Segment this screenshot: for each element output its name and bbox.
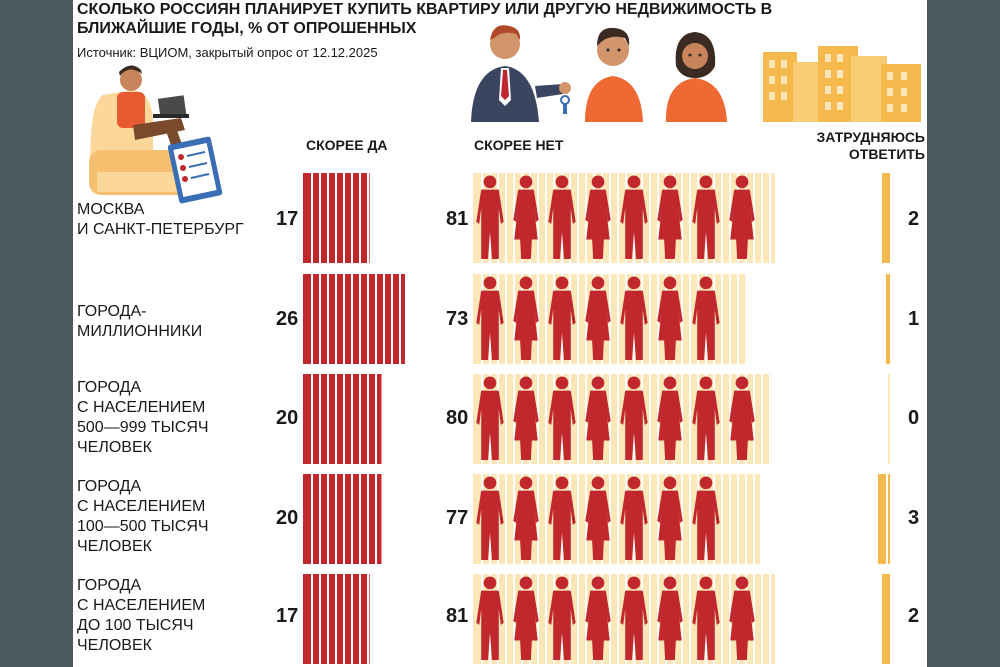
bar-unsure xyxy=(886,274,890,364)
chart-row-3 xyxy=(303,374,890,464)
bar-unsure xyxy=(882,173,890,263)
young-woman-illustration xyxy=(665,32,727,122)
value-unsure-row-2: 1 xyxy=(908,308,920,330)
person-silhouette-icon xyxy=(513,476,539,561)
row-label-under-100k: Города с населением до 100 тысяч человек xyxy=(77,577,206,654)
person-silhouette-icon xyxy=(476,276,504,361)
value-yes-row-5: 17 xyxy=(276,605,299,627)
person-silhouette-icon xyxy=(657,276,683,361)
person-silhouette-icon xyxy=(729,576,755,661)
person-silhouette-icon xyxy=(657,576,683,661)
bar-yes xyxy=(303,474,382,564)
chart-row-5 xyxy=(303,574,890,664)
person-silhouette-icon xyxy=(620,276,648,361)
value-no-row-3: 80 xyxy=(446,407,469,429)
value-yes-row-3: 20 xyxy=(276,407,299,429)
person-silhouette-icon xyxy=(729,175,755,260)
person-silhouette-icon xyxy=(548,576,576,661)
person-silhouette-icon xyxy=(476,576,504,661)
chart-row-1 xyxy=(303,173,890,263)
person-silhouette-icon xyxy=(657,175,683,260)
person-silhouette-icon xyxy=(548,175,576,260)
bar-unsure xyxy=(882,574,890,664)
young-man-illustration xyxy=(585,27,643,122)
bar-chart xyxy=(303,173,890,664)
person-silhouette-icon xyxy=(692,476,720,561)
bar-yes xyxy=(303,274,405,364)
person-silhouette-icon xyxy=(657,376,683,461)
illustrations xyxy=(89,25,921,204)
person-silhouette-icon xyxy=(513,175,539,260)
value-unsure-row-5: 2 xyxy=(908,605,920,627)
bar-unsure xyxy=(878,474,890,564)
bar-unsure xyxy=(888,374,890,464)
value-no-row-5: 81 xyxy=(446,605,469,627)
value-no-row-4: 77 xyxy=(446,507,469,529)
person-silhouette-icon xyxy=(585,175,611,260)
person-silhouette-icon xyxy=(620,376,648,461)
chart-title: Сколько россиян планирует купить квартир… xyxy=(77,1,773,37)
value-yes-row-4: 20 xyxy=(276,507,299,529)
person-silhouette-icon xyxy=(692,175,720,260)
value-no-row-1: 81 xyxy=(446,208,469,230)
row-label-moscow-spb: Москва и Санкт-Петербург xyxy=(77,201,244,238)
column-header-no: СКОРЕЕ НЕТ xyxy=(474,137,564,153)
row-label-million-cities: Города- миллионники xyxy=(77,303,203,340)
person-silhouette-icon xyxy=(476,376,504,461)
realtor-with-keys-illustration xyxy=(471,25,571,122)
value-yes-row-2: 26 xyxy=(276,308,299,330)
buildings-illustration xyxy=(763,46,921,122)
man-with-laptop-illustration xyxy=(89,65,199,195)
person-silhouette-icon xyxy=(476,476,504,561)
infographic-sheet: Сколько россиян планирует купить квартир… xyxy=(73,0,927,667)
person-silhouette-icon xyxy=(729,376,755,461)
person-silhouette-icon xyxy=(513,576,539,661)
person-silhouette-icon xyxy=(657,476,683,561)
person-silhouette-icon xyxy=(585,276,611,361)
chart-source: Источник: ВЦИОМ, закрытый опрос от 12.12… xyxy=(77,45,378,60)
row-label-100-500k: Города с населением 100—500 тысяч челове… xyxy=(77,478,209,555)
clipboard-icon xyxy=(167,136,223,204)
person-silhouette-icon xyxy=(585,476,611,561)
chart-row-2 xyxy=(303,274,890,364)
person-silhouette-icon xyxy=(620,476,648,561)
person-silhouette-icon xyxy=(548,276,576,361)
person-silhouette-icon xyxy=(585,576,611,661)
person-silhouette-icon xyxy=(692,276,720,361)
person-silhouette-icon xyxy=(620,175,648,260)
column-header-yes: СКОРЕЕ ДА xyxy=(306,137,388,153)
value-yes-row-1: 17 xyxy=(276,208,299,230)
person-silhouette-icon xyxy=(548,476,576,561)
person-silhouette-icon xyxy=(620,576,648,661)
row-label-500-999k: Города с населением 500—999 тысяч челове… xyxy=(77,379,209,456)
person-silhouette-icon xyxy=(513,376,539,461)
person-silhouette-icon xyxy=(548,376,576,461)
person-silhouette-icon xyxy=(476,175,504,260)
chart-row-4 xyxy=(303,474,890,564)
value-unsure-row-1: 2 xyxy=(908,208,920,230)
column-header-unsure: ЗАТРУДНЯЮСЬ ОТВЕТИТЬ xyxy=(816,129,925,162)
person-silhouette-icon xyxy=(692,576,720,661)
person-silhouette-icon xyxy=(585,376,611,461)
value-no-row-2: 73 xyxy=(446,308,469,330)
bar-yes xyxy=(303,374,382,464)
value-unsure-row-4: 3 xyxy=(908,507,920,529)
value-unsure-row-3: 0 xyxy=(908,407,920,429)
person-silhouette-icon xyxy=(692,376,720,461)
person-silhouette-icon xyxy=(513,276,539,361)
